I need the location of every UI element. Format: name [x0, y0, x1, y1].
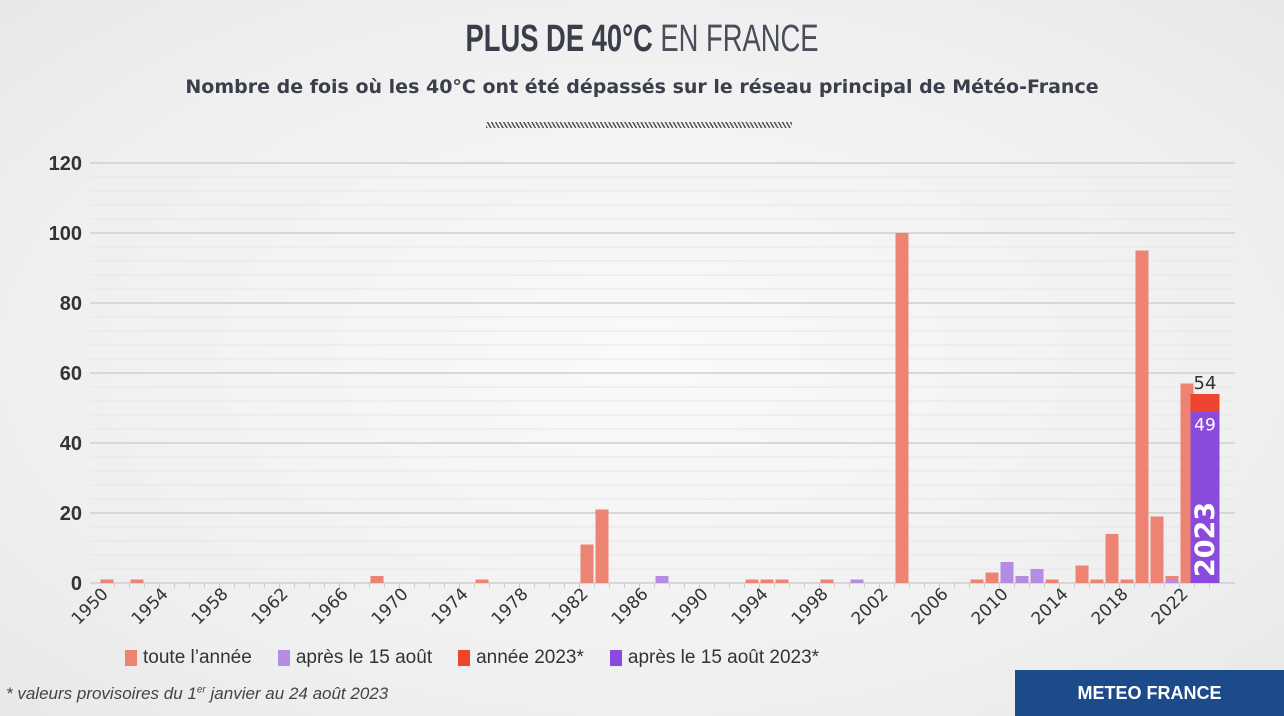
bar-apres-15-aout	[1165, 579, 1179, 583]
legend-swatch	[277, 650, 290, 666]
y-tick-label: 100	[49, 223, 82, 245]
legend-item-toute-annee: toute l’année	[125, 647, 252, 669]
x-tick-label: 1958	[188, 584, 233, 629]
bar-toute-annee	[1165, 576, 1179, 580]
x-tick-label: 1994	[728, 584, 773, 629]
legend-item-annee-2023: année 2023*	[458, 647, 584, 669]
bar-toute-annee	[1045, 579, 1059, 583]
bar-toute-annee	[1120, 579, 1134, 583]
x-tick-label: 1974	[428, 584, 473, 629]
legend-label: après le 15 août	[295, 647, 433, 668]
bar-toute-annee	[1075, 565, 1089, 583]
bar-annee-2023	[1190, 394, 1220, 412]
legend-label: année 2023*	[476, 647, 584, 668]
y-tick-label: 40	[60, 433, 82, 455]
bar-toute-annee	[1180, 383, 1194, 583]
bar-apres-15-aout	[1015, 576, 1029, 583]
bar-toute-annee	[985, 572, 999, 583]
bar-toute-annee	[745, 579, 759, 583]
footnote-sup: er	[196, 684, 206, 696]
bar-toute-annee	[580, 544, 594, 583]
x-tick-label: 2018	[1088, 584, 1133, 629]
y-tick-label: 60	[60, 363, 82, 385]
chart-title: PLUS DE 40°C EN FRANCE	[180, 18, 1104, 61]
footnote-text: * valeurs provisoires du 1	[6, 684, 197, 703]
bar-toute-annee	[775, 579, 789, 583]
bar-toute-annee	[1150, 516, 1164, 583]
bar-apres-15-aout	[1030, 569, 1044, 583]
legend: toute l’année après le 15 août année 202…	[125, 647, 819, 669]
x-tick-label: 1998	[788, 584, 833, 629]
chart-subtitle: Nombre de fois où les 40°C ont été dépas…	[185, 76, 1099, 98]
x-tick-label: 2002	[848, 584, 893, 629]
legend-swatch	[458, 650, 471, 666]
legend-item-apres-15-aout: après le 15 août	[277, 647, 433, 669]
legend-item-apres-15-aout-2023: après le 15 août 2023*	[609, 647, 820, 669]
x-tick-label: 2022	[1148, 584, 1193, 629]
x-tick-label: 1982	[548, 584, 593, 629]
x-tick-label: 1966	[308, 584, 353, 629]
bar-apres-15-aout	[1000, 562, 1014, 583]
y-tick-label: 0	[71, 573, 82, 595]
footnote-text-end: janvier au 24 août 2023	[205, 684, 389, 703]
bar-toute-annee	[370, 576, 384, 583]
bar-toute-annee	[130, 579, 144, 583]
legend-label: toute l’année	[143, 647, 252, 668]
y-tick-label: 20	[60, 503, 82, 525]
x-tick-label: 1970	[368, 584, 413, 629]
title-light: EN FRANCE	[660, 18, 819, 60]
bar-toute-annee	[1105, 534, 1119, 583]
bar-apres-15-aout-2023	[1190, 411, 1220, 583]
bar-year-label: 2023	[1190, 502, 1221, 577]
bar-apres-15-aout	[850, 579, 864, 583]
footnote: * valeurs provisoires du 1er janvier au …	[6, 684, 388, 704]
bar-toute-annee	[475, 579, 489, 583]
bar-toute-annee	[100, 579, 114, 583]
y-tick-label: 80	[60, 293, 82, 315]
x-tick-label: 1990	[668, 584, 713, 629]
legend-swatch	[609, 650, 622, 666]
x-tick-label: 1962	[248, 584, 293, 629]
hatch-divider	[486, 122, 792, 128]
legend-swatch	[125, 650, 137, 666]
bar-toute-annee	[595, 509, 609, 583]
bar-toute-annee	[895, 233, 909, 583]
y-tick-label: 120	[49, 153, 82, 175]
bar-toute-annee	[1135, 250, 1149, 583]
x-tick-label: 1978	[488, 584, 533, 629]
data-label-total: 54	[1194, 373, 1217, 394]
bar-toute-annee	[970, 579, 984, 583]
x-tick-label: 2006	[908, 584, 953, 629]
bar-toute-annee	[820, 579, 834, 583]
data-label-after: 49	[1194, 416, 1216, 436]
x-tick-label: 2010	[968, 584, 1013, 629]
title-bold: PLUS DE 40°C	[465, 18, 653, 60]
x-tick-label: 2014	[1028, 584, 1073, 629]
bar-apres-15-aout	[655, 576, 669, 583]
x-tick-label: 1986	[608, 584, 653, 629]
bar-toute-annee	[1090, 579, 1104, 583]
legend-label: après le 15 août 2023*	[627, 647, 820, 668]
bar-toute-annee	[760, 579, 774, 583]
x-tick-label: 1954	[128, 584, 173, 629]
meteo-france-logo: METEO FRANCE	[1015, 670, 1284, 716]
